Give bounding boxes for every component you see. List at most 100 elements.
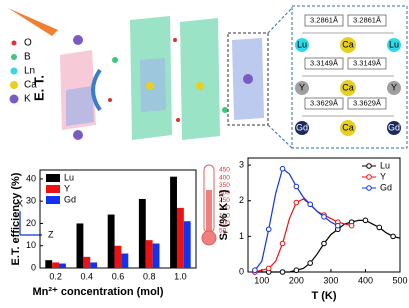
marker [322, 214, 327, 219]
marker [294, 200, 299, 205]
x-tick-label: 0.8 [143, 271, 156, 281]
thermometer-label: 400 [219, 174, 230, 181]
marker [336, 223, 341, 228]
inset-atom-label: Lu [389, 39, 399, 49]
marker [349, 223, 354, 228]
x-tick-label: 0.6 [112, 271, 125, 281]
x-tick-label: 100 [254, 275, 269, 285]
x-axis-label: T (K) [311, 290, 336, 302]
thermometer-bulb [202, 231, 216, 245]
atom [146, 82, 154, 90]
bar [139, 199, 146, 268]
x-tick-label: 0.2 [49, 271, 62, 281]
marker [280, 241, 285, 246]
atom [73, 130, 83, 140]
bar [90, 262, 97, 268]
bar [153, 244, 160, 269]
atom [73, 35, 83, 45]
inset-atom-label: Y [299, 82, 305, 92]
marker [280, 270, 285, 275]
bar [77, 223, 84, 268]
x-tick-label: 200 [289, 275, 304, 285]
atom [108, 98, 112, 102]
legend-label: Lu [380, 160, 390, 170]
marker [363, 218, 368, 223]
inset-atom-label: Lu [297, 39, 307, 49]
atom [196, 82, 204, 90]
legend-label: Ca [24, 80, 37, 91]
x-tick-label: 400 [358, 275, 373, 285]
legend-marker [12, 41, 17, 46]
marker [391, 234, 396, 239]
inset-atom-label: Ca [342, 39, 354, 49]
x-tick-label: 1.0 [174, 271, 187, 281]
bar [170, 177, 177, 268]
y-tick-label: 10 [26, 240, 36, 250]
legend-swatch [46, 196, 60, 204]
bar [184, 221, 191, 268]
distance-label: 3.3149Å [353, 58, 381, 67]
legend-swatch [46, 185, 60, 193]
legend-label: Y [64, 183, 70, 193]
atom [173, 38, 177, 42]
x-tick-label: 500 [392, 275, 407, 285]
legend-marker [367, 186, 372, 191]
distance-label: 3.3629Å [310, 98, 338, 107]
connector [268, 8, 292, 33]
inset-atom-label: Ca [342, 82, 354, 92]
marker [253, 268, 258, 273]
inset-atom-label: Gd [388, 122, 400, 132]
legend-label: O [24, 38, 32, 49]
marker [377, 225, 382, 230]
figure: Excitation E. T. X Z 4504003503002502001… [0, 0, 409, 308]
legend-label: Ln [24, 66, 35, 77]
legend-label: Lu [64, 172, 74, 182]
bar [83, 257, 90, 268]
atom [112, 57, 118, 63]
legend-marker [10, 95, 19, 104]
legend-label: B [24, 52, 31, 63]
marker [266, 266, 271, 271]
y-tick-label: 0 [31, 262, 36, 272]
legend-marker [11, 68, 18, 75]
thermometer-fill [206, 190, 212, 235]
y-tick-label: 1 [239, 231, 244, 241]
thermometer-label: 350 [219, 182, 230, 189]
atom [176, 118, 180, 122]
y-axis-label: Sᵣ (% K⁻¹) [218, 189, 230, 240]
y-axis-label: E.T. efficiency (%) [10, 172, 22, 265]
marker [308, 261, 313, 266]
distance-label: 3.2861Å [310, 15, 338, 24]
x-tick-label: 0.4 [81, 271, 94, 281]
atom [243, 74, 253, 84]
y-tick-label: 20 [26, 218, 36, 228]
marker [322, 241, 327, 246]
y-tick-label: 2 [239, 195, 244, 205]
bar [121, 254, 128, 268]
y-tick-label: 40 [26, 173, 36, 183]
y-tick-label: 0 [239, 266, 244, 276]
legend-label: K [24, 94, 31, 105]
distance-label: 3.3629Å [353, 98, 381, 107]
y-tick-label: 3 [239, 160, 244, 170]
polyhedron [66, 86, 94, 126]
bar [177, 208, 184, 268]
thermometer-label: 450 [219, 167, 230, 174]
connector [268, 125, 292, 148]
polyhedron [180, 18, 220, 140]
marker [294, 184, 299, 189]
legend-label: Gd [380, 182, 392, 192]
distance-label: 3.2861Å [353, 15, 381, 24]
legend-label: Gd [64, 194, 76, 204]
inset-atom-label: Ca [342, 122, 354, 132]
legend-marker [10, 81, 18, 89]
legend-marker [367, 175, 372, 180]
marker [308, 202, 313, 207]
marker [294, 268, 299, 273]
marker [266, 227, 271, 232]
y-tick-label: 30 [26, 196, 36, 206]
x-tick-label: 300 [323, 275, 338, 285]
x-axis-label: Mn²⁺ concentration (mol) [32, 286, 163, 298]
legend-marker [11, 54, 17, 60]
atom [222, 107, 228, 113]
